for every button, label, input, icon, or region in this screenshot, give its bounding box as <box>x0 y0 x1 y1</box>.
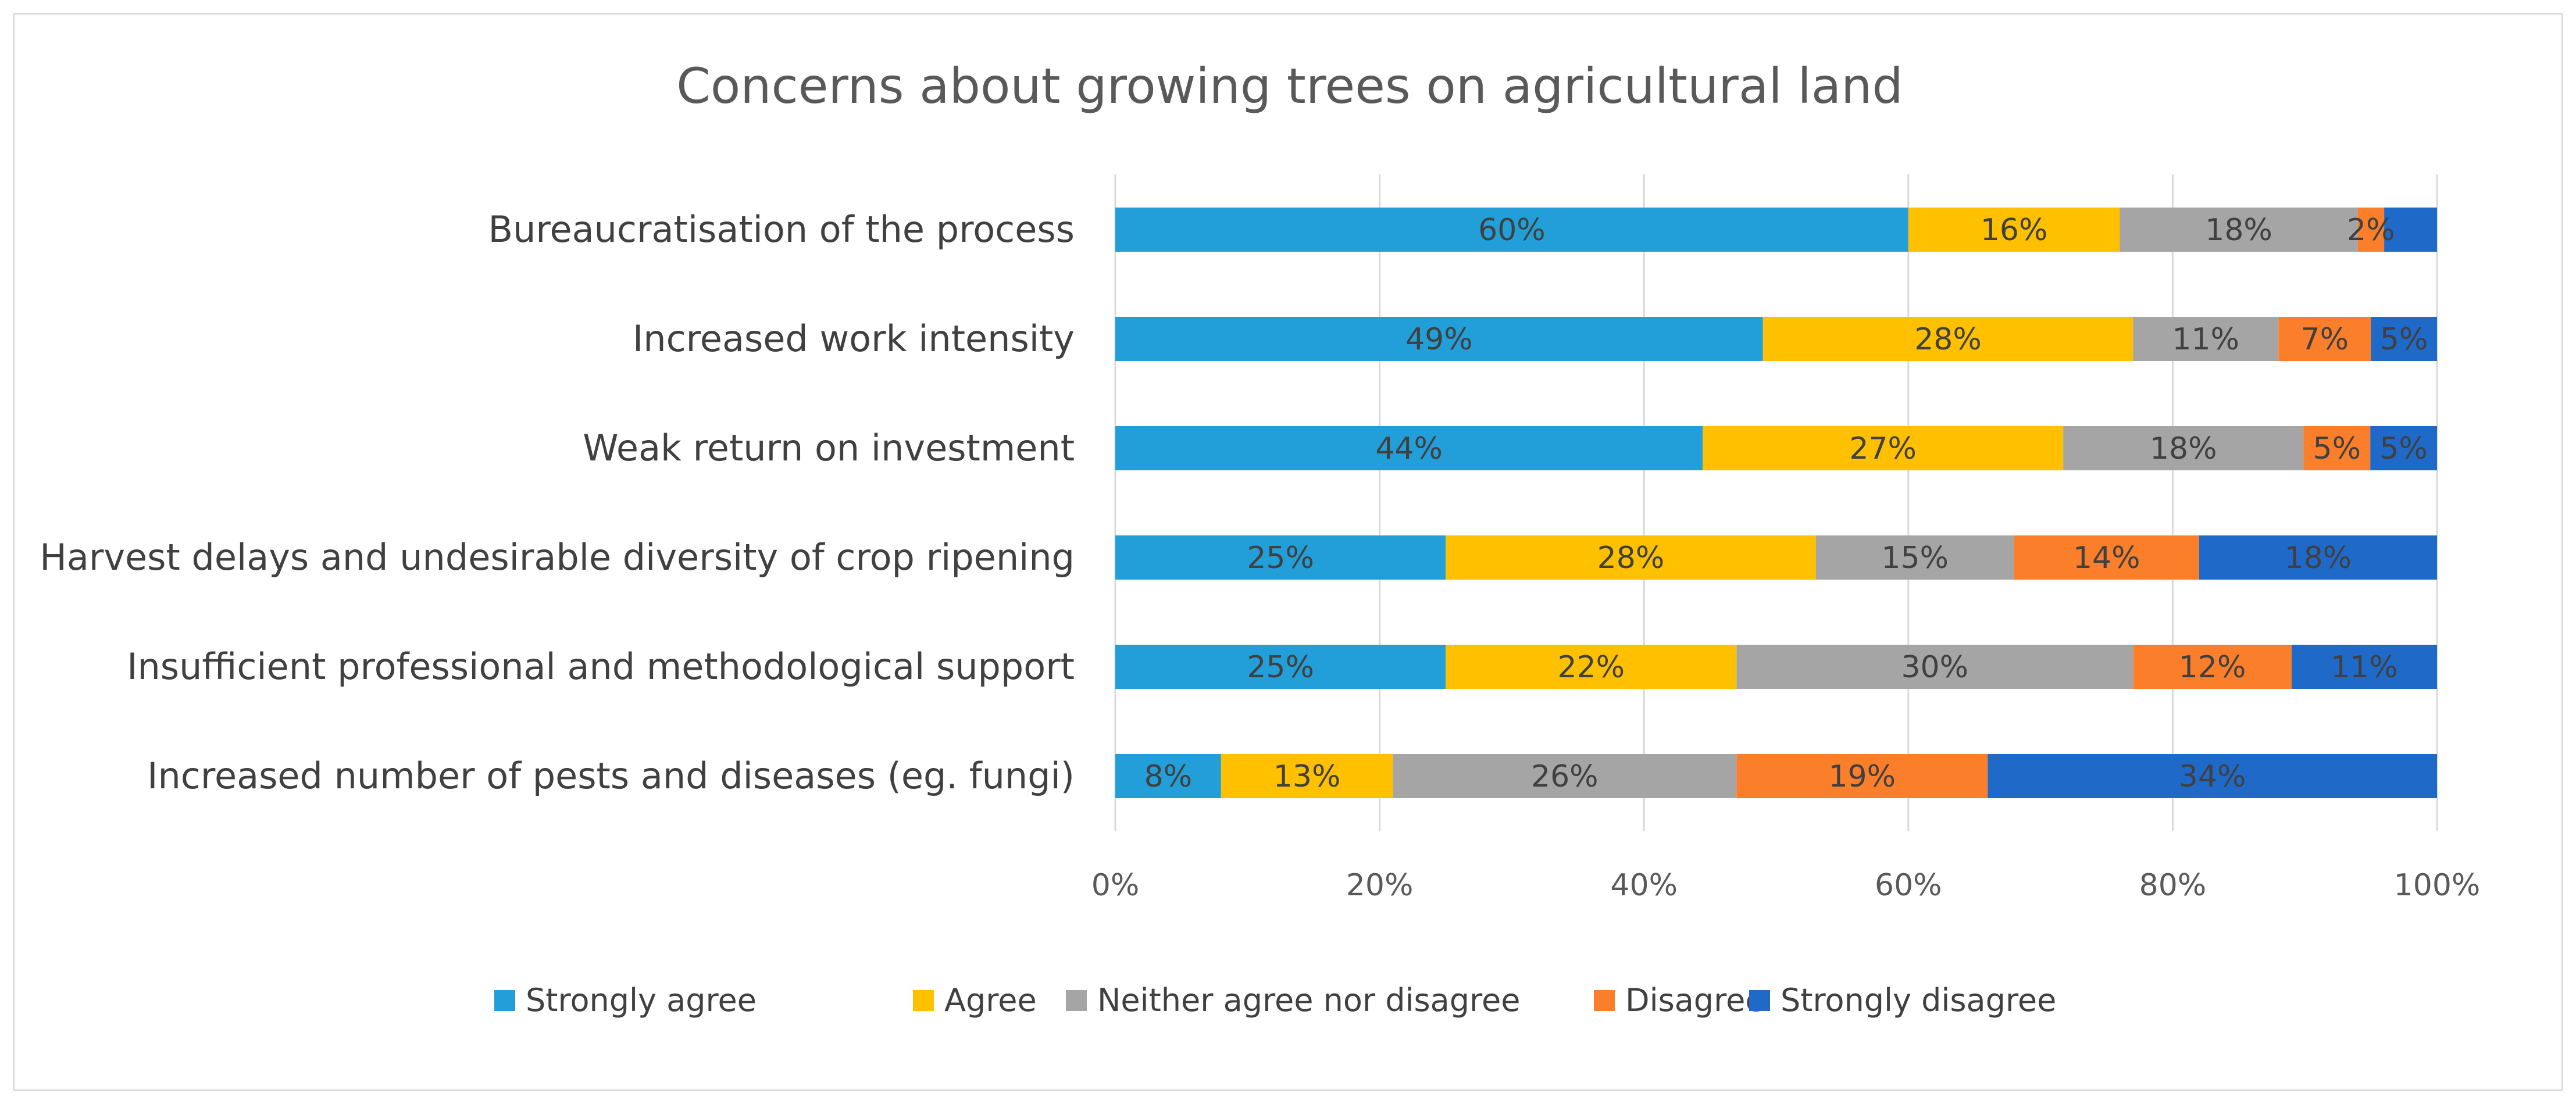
chart-svg: Concerns about growing trees on agricult… <box>40 58 2481 1019</box>
chart-frame: Concerns about growing trees on agricult… <box>13 13 2563 1091</box>
data-label: 28% <box>1914 322 1982 357</box>
chart-title: Concerns about growing trees on agricult… <box>676 58 1903 115</box>
data-label: 15% <box>1881 541 1949 576</box>
x-tick-label: 100% <box>2394 868 2481 903</box>
x-tick-label: 60% <box>1875 868 1942 903</box>
category-label: Increased work intensity <box>633 317 1075 360</box>
legend-label: Agree <box>944 982 1037 1019</box>
bar-segment <box>2120 208 2358 252</box>
data-label: 13% <box>1273 759 1341 794</box>
category-label: Insufficient professional and methodolog… <box>127 645 1075 688</box>
bar-segment <box>1815 535 2014 580</box>
data-label: 60% <box>1478 213 1546 248</box>
data-label: 11% <box>2331 650 2398 685</box>
data-label: 19% <box>1828 759 1896 794</box>
bar-segment <box>2303 426 2371 470</box>
data-label: 18% <box>2285 541 2352 576</box>
x-tick-label: 0% <box>1091 868 1140 903</box>
category-label: Increased number of pests and diseases (… <box>147 755 1075 797</box>
data-label: 7% <box>2301 322 2349 357</box>
legend-swatch <box>494 990 515 1011</box>
bar-segment <box>2199 535 2437 580</box>
data-label: 11% <box>2172 322 2239 357</box>
bar-segment <box>2371 317 2437 361</box>
bar-segment <box>2063 426 2304 470</box>
bar-segment <box>1988 754 2437 798</box>
legend-swatch <box>1749 990 1770 1011</box>
data-label: 25% <box>1247 650 1314 685</box>
bar-segment <box>2014 535 2199 580</box>
legend-swatch <box>1594 990 1615 1011</box>
bar-segment <box>1221 754 1393 798</box>
bar-segment <box>2278 317 2371 361</box>
x-tick-label: 20% <box>1346 868 1414 903</box>
data-label: 14% <box>2073 541 2140 576</box>
data-label: 2% <box>2347 213 2395 248</box>
bar-segment <box>1115 317 1763 361</box>
category-label: Harvest delays and undesirable diversity… <box>40 536 1075 578</box>
legend-label: Neither agree nor disagree <box>1097 982 1520 1019</box>
bar-segment <box>2133 645 2292 689</box>
data-label: 5% <box>2313 431 2361 466</box>
legend-label: Disagree <box>1625 982 1765 1019</box>
legend-swatch <box>913 990 934 1011</box>
data-label: 8% <box>1144 759 1193 794</box>
bar-segment <box>1115 535 1446 580</box>
data-label: 26% <box>1531 759 1599 794</box>
category-labels: Bureaucratisation of the process Increase… <box>40 208 1075 797</box>
bar-segment <box>1115 208 1908 252</box>
gridlines <box>1114 174 2438 831</box>
data-label: 25% <box>1247 541 1314 576</box>
data-label: 18% <box>2150 431 2217 466</box>
x-axis-ticks: 0% 20% 40% 60% 80% 100% <box>1091 868 2481 903</box>
bar-segment <box>1762 317 2133 361</box>
bar-segment <box>1446 645 1737 689</box>
legend-label: Strongly disagree <box>1781 982 2056 1019</box>
bar-segment <box>2133 317 2279 361</box>
data-label: 27% <box>1849 431 1917 466</box>
x-tick-label: 80% <box>2139 868 2207 903</box>
legend-swatch <box>1066 990 1087 1011</box>
legend-label: Strongly agree <box>526 982 757 1019</box>
data-label: 34% <box>2179 759 2246 794</box>
category-label: Bureaucratisation of the process <box>488 208 1075 251</box>
bar-segment <box>1115 645 1446 689</box>
bar-segment <box>1393 754 1737 798</box>
bar-segment <box>1703 426 2064 470</box>
bar-segment <box>1908 208 2120 252</box>
bars <box>1115 208 2437 798</box>
category-label: Weak return on investment <box>583 427 1075 469</box>
data-label: 5% <box>2380 322 2428 357</box>
bar-segment <box>1446 535 1816 580</box>
bar-segment <box>2384 208 2437 252</box>
bar-segment <box>1115 426 1703 470</box>
legend: Strongly agree Agree Neither agree nor dis… <box>494 982 2056 1019</box>
data-label: 49% <box>1405 322 1473 357</box>
bar-segment <box>2370 426 2437 470</box>
data-label: 16% <box>1981 213 2048 248</box>
data-label: 5% <box>2379 431 2428 466</box>
data-label: 18% <box>2205 213 2272 248</box>
bar-segment <box>2357 208 2385 252</box>
data-label: 12% <box>2179 650 2246 685</box>
bar-segment <box>1736 645 2133 689</box>
data-label: 44% <box>1375 431 1443 466</box>
data-label: 30% <box>1901 650 1968 685</box>
data-label: 22% <box>1557 650 1625 685</box>
data-label: 28% <box>1597 541 1665 576</box>
bar-segment <box>1115 754 1221 798</box>
bar-segment <box>1736 754 1988 798</box>
data-labels: 60% 16% 18% 2% 49% 28% 11% 7% 5% 44% 27% 18% 5% 5% 25%… <box>1144 213 2428 794</box>
x-tick-label: 40% <box>1610 868 1678 903</box>
bar-segment <box>2291 645 2437 689</box>
